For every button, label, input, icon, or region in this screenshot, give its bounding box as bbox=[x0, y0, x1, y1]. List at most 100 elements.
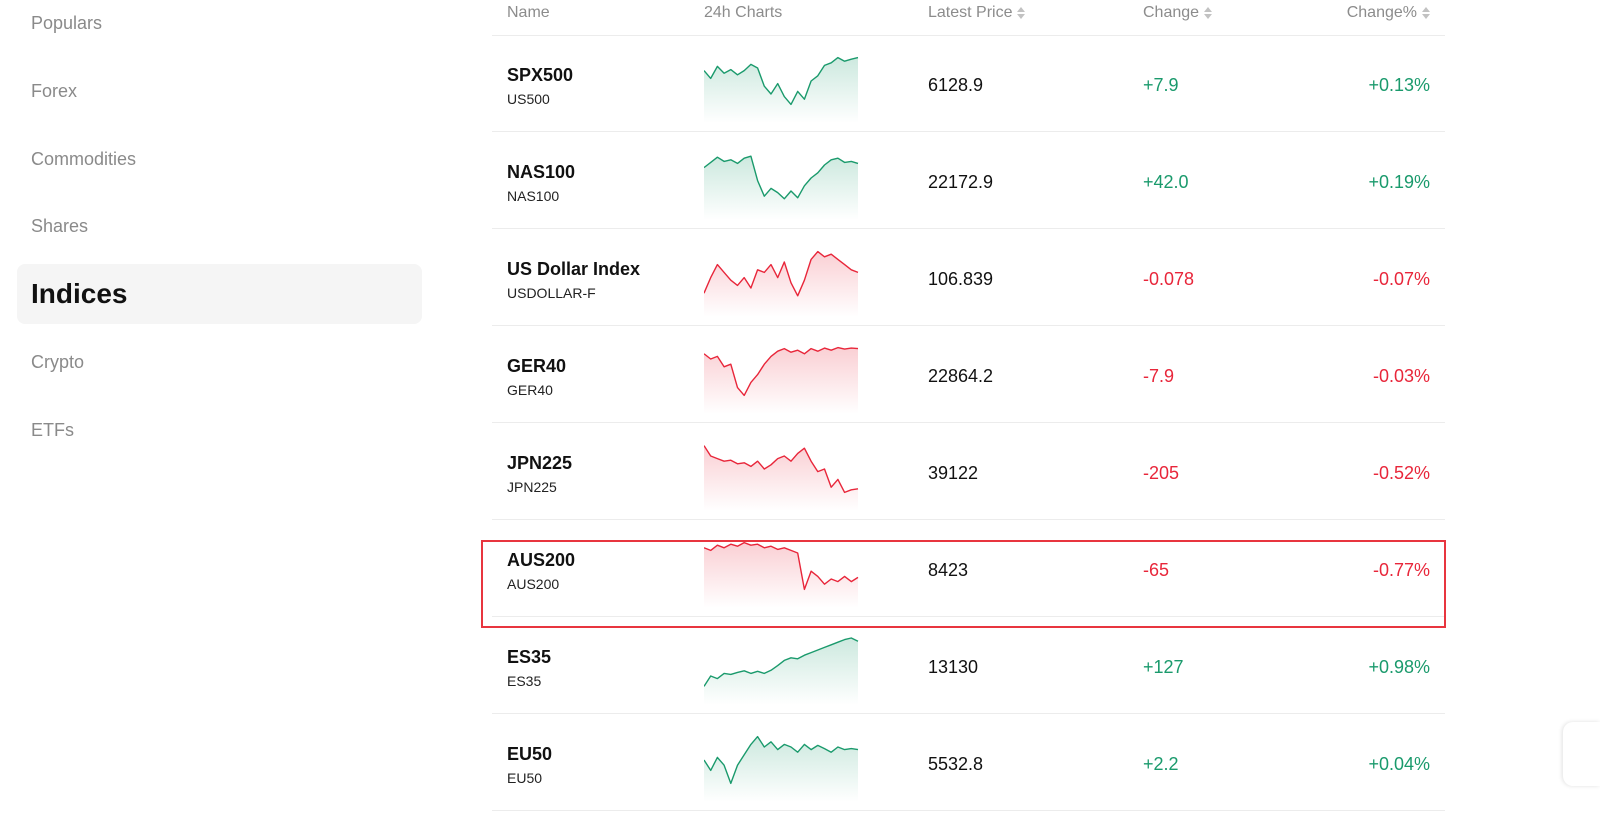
column-header-label: Change% bbox=[1346, 4, 1417, 21]
sidebar-item-label: Shares bbox=[31, 215, 89, 236]
price-change-percent: +0.98% bbox=[1368, 657, 1430, 677]
sidebar-item-indices[interactable]: Indices bbox=[17, 264, 422, 324]
price-change-percent: -0.07% bbox=[1372, 269, 1430, 289]
instrument-code: GER40 bbox=[507, 382, 553, 398]
price-change: -0.078 bbox=[1143, 269, 1195, 289]
sidebar-item-label: Populars bbox=[31, 12, 103, 33]
price-change: +127 bbox=[1143, 657, 1184, 677]
latest-price: 22864.2 bbox=[928, 366, 994, 386]
sparkline-chart bbox=[704, 735, 859, 802]
column-header-label: 24h Charts bbox=[704, 4, 783, 21]
instrument-symbol: GER40 bbox=[507, 356, 567, 376]
table-row[interactable]: EU50 EU50 5532.8 +2.2 +0.04% bbox=[492, 714, 1445, 811]
table-row[interactable]: AUS200 AUS200 8423 -65 -0.77% bbox=[492, 520, 1445, 617]
instrument-symbol: SPX500 bbox=[507, 65, 574, 85]
table-row[interactable]: US Dollar Index USDOLLAR-F 106.839 -0.078 -0… bbox=[492, 229, 1445, 326]
instrument-symbol: JPN225 bbox=[507, 453, 573, 473]
instrument-code: USDOLLAR-F bbox=[507, 285, 596, 301]
price-change: -205 bbox=[1143, 463, 1180, 483]
sparkline-chart bbox=[704, 250, 859, 317]
instrument-code: EU50 bbox=[507, 770, 543, 786]
instrument-symbol: EU50 bbox=[507, 744, 553, 764]
latest-price: 106.839 bbox=[928, 269, 994, 289]
instrument-symbol: US Dollar Index bbox=[507, 259, 641, 279]
latest-price: 13130 bbox=[928, 657, 979, 677]
price-change-percent: -0.77% bbox=[1372, 560, 1430, 580]
sidebar-item-forex[interactable]: Forex bbox=[17, 61, 422, 121]
sparkline-area bbox=[704, 156, 858, 220]
table-row[interactable]: SPX500 US500 6128.9 +7.9 +0.13% bbox=[492, 35, 1445, 132]
table-row[interactable]: NAS100 NAS100 22172.9 +42.0 +0.19% bbox=[492, 132, 1445, 229]
side-widget-tab[interactable] bbox=[1563, 722, 1600, 786]
sparkline-area bbox=[704, 736, 858, 802]
sidebar-item-populars[interactable]: Populars bbox=[17, 0, 422, 53]
latest-price: 6128.9 bbox=[928, 75, 984, 95]
price-change-percent: -0.03% bbox=[1372, 366, 1430, 386]
sparkline-line bbox=[704, 250, 859, 297]
sparkline-chart bbox=[704, 445, 859, 511]
column-header-label: Latest Price bbox=[928, 4, 1013, 21]
table-row[interactable]: JPN225 JPN225 39122 -205 -0.52% bbox=[492, 423, 1445, 520]
sparkline-chart bbox=[704, 155, 859, 220]
instrument-code: US500 bbox=[507, 91, 550, 107]
table-row[interactable]: ES35 ES35 13130 +127 +0.98% bbox=[492, 617, 1445, 714]
column-header-name: Name bbox=[507, 4, 550, 22]
price-change: -7.9 bbox=[1143, 366, 1175, 386]
price-change: +7.9 bbox=[1143, 75, 1179, 95]
sparkline-line bbox=[704, 541, 859, 591]
price-change-percent: +0.19% bbox=[1368, 172, 1430, 192]
sparkline-line bbox=[704, 637, 859, 687]
sidebar-item-label: ETFs bbox=[31, 419, 74, 440]
sparkline-line bbox=[704, 346, 859, 397]
latest-price: 8423 bbox=[928, 560, 969, 580]
sparkline-line bbox=[704, 735, 859, 785]
sidebar-item-label: Commodities bbox=[31, 148, 137, 169]
sparkline-area bbox=[704, 542, 858, 608]
column-header-chart: 24h Charts bbox=[704, 4, 782, 22]
column-header-label: Change bbox=[1143, 4, 1200, 21]
sidebar-item-label: Indices bbox=[31, 278, 128, 309]
sort-icon bbox=[1204, 7, 1213, 19]
sidebar-item-label: Crypto bbox=[31, 351, 85, 372]
instrument-code: JPN225 bbox=[507, 479, 557, 495]
sparkline-chart bbox=[704, 346, 859, 414]
instrument-code: AUS200 bbox=[507, 576, 560, 592]
instrument-symbol: AUS200 bbox=[507, 550, 576, 570]
latest-price: 22172.9 bbox=[928, 172, 994, 192]
sidebar-item-etfs[interactable]: ETFs bbox=[17, 400, 422, 460]
sparkline-line bbox=[704, 155, 859, 200]
sparkline-chart bbox=[704, 56, 859, 123]
price-change-percent: +0.13% bbox=[1368, 75, 1430, 95]
column-header-change[interactable]: Change bbox=[1143, 4, 1213, 22]
sort-icon bbox=[1422, 7, 1430, 19]
price-change-percent: -0.52% bbox=[1372, 463, 1430, 483]
table-row[interactable]: GER40 GER40 22864.2 -7.9 -0.03% bbox=[492, 326, 1445, 423]
table-header: Name 24h Charts Latest Price Change Chan… bbox=[492, 0, 1445, 36]
sparkline-area bbox=[704, 445, 858, 511]
column-header-label: Name bbox=[507, 4, 550, 21]
price-change: -65 bbox=[1143, 560, 1170, 580]
sort-icon bbox=[1017, 7, 1026, 19]
sparkline-line bbox=[704, 56, 859, 106]
price-change-percent: +0.04% bbox=[1368, 754, 1430, 774]
sparkline-line bbox=[704, 445, 859, 494]
column-header-change-pct[interactable]: Change% bbox=[1347, 4, 1430, 22]
latest-price: 39122 bbox=[928, 463, 979, 483]
sparkline-area bbox=[704, 638, 858, 705]
sidebar-item-commodities[interactable]: Commodities bbox=[17, 129, 422, 189]
instrument-code: NAS100 bbox=[507, 188, 560, 204]
price-change: +42.0 bbox=[1143, 172, 1189, 192]
column-header-price[interactable]: Latest Price bbox=[928, 4, 1026, 22]
instrument-code: ES35 bbox=[507, 673, 542, 689]
price-change: +2.2 bbox=[1143, 754, 1179, 774]
sparkline-area bbox=[704, 347, 858, 414]
sidebar-item-crypto[interactable]: Crypto bbox=[17, 332, 422, 392]
instrument-symbol: NAS100 bbox=[507, 162, 576, 182]
sidebar-item-shares[interactable]: Shares bbox=[17, 196, 422, 256]
sparkline-area bbox=[704, 251, 858, 317]
sparkline-chart bbox=[704, 541, 859, 608]
category-sidebar: Populars Forex Commodities Shares Indice… bbox=[0, 0, 440, 830]
sidebar-item-label: Forex bbox=[31, 80, 78, 101]
sparkline-chart bbox=[704, 637, 859, 705]
latest-price: 5532.8 bbox=[928, 754, 984, 774]
